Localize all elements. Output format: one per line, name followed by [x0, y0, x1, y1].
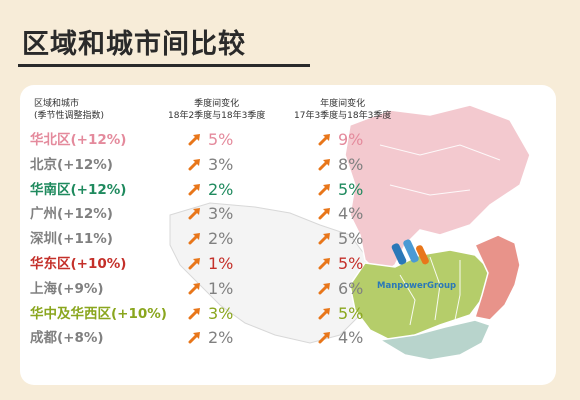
header-annual: 年度间变化 17年3季度与18年3季度	[294, 98, 391, 122]
up-right-arrow-icon	[318, 134, 330, 146]
row-region-name: 华东区(+10%)	[30, 256, 127, 272]
row-quarterly-change: 5%	[188, 131, 233, 149]
row-annual-change: 5%	[318, 303, 364, 323]
up-right-arrow-icon	[188, 208, 200, 220]
quarterly-value: 5%	[208, 130, 234, 149]
annual-value: 5%	[338, 179, 364, 199]
row-annual-change: 4%	[318, 205, 363, 223]
annual-value: 4%	[338, 204, 364, 224]
row-region-name: 华中及华西区(+10%)	[30, 305, 167, 322]
quarterly-value: 2%	[208, 328, 234, 348]
manpower-logo-text: ManpowerGroup	[377, 281, 457, 291]
row-quarterly-change: 2%	[188, 179, 234, 199]
page-title: 区域和城市间比较	[22, 29, 246, 60]
row-annual-change: 9%	[318, 131, 363, 149]
row-region-name: 成都(+8%)	[30, 330, 104, 347]
annual-value: 5%	[338, 303, 364, 323]
up-right-arrow-icon	[188, 332, 200, 344]
up-right-arrow-icon	[318, 183, 330, 196]
map-outline-west	[169, 202, 371, 344]
up-right-arrow-icon	[188, 258, 200, 270]
up-right-arrow-icon	[318, 233, 330, 245]
row-quarterly-change: 1%	[188, 255, 233, 273]
up-right-arrow-icon	[188, 183, 200, 196]
quarterly-value: 2%	[208, 229, 234, 249]
row-annual-change: 5%	[318, 230, 363, 248]
row-quarterly-change: 3%	[188, 303, 234, 323]
quarterly-value: 1%	[208, 278, 234, 298]
china-map	[169, 104, 531, 361]
annual-value: 9%	[338, 130, 364, 149]
row-region-name: 华南区(+12%)	[30, 181, 127, 198]
up-right-arrow-icon	[318, 332, 330, 344]
row-annual-change: 5%	[318, 179, 364, 199]
up-right-arrow-icon	[318, 158, 330, 171]
up-right-arrow-icon	[318, 208, 330, 220]
row-region-name: 华北区(+12%)	[30, 132, 127, 148]
up-right-arrow-icon	[318, 258, 330, 270]
header-region: 区域和城市 (季节性调整指数)	[34, 98, 104, 122]
row-annual-change: 4%	[318, 329, 363, 347]
map-region-south	[377, 319, 492, 361]
row-region-name: 广州(+12%)	[30, 206, 113, 223]
row-region-name: 深圳(+11%)	[30, 231, 113, 248]
header-quarterly-title: 季度间变化	[194, 99, 240, 109]
row-annual-change: 6%	[318, 278, 364, 298]
map-region-east	[473, 234, 521, 321]
header-region-title: 区域和城市	[34, 99, 80, 109]
header-annual-subtitle: 17年3季度与18年3季度	[294, 111, 392, 121]
row-quarterly-change: 2%	[188, 329, 233, 347]
row-quarterly-change: 2%	[188, 230, 233, 248]
up-right-arrow-icon	[318, 307, 330, 320]
row-annual-change: 8%	[318, 154, 364, 174]
row-region-name: 上海(+9%)	[30, 280, 104, 297]
quarterly-value: 1%	[208, 254, 234, 273]
annual-value: 6%	[338, 278, 364, 298]
up-right-arrow-icon	[188, 233, 200, 245]
quarterly-value: 3%	[208, 303, 234, 323]
row-quarterly-change: 3%	[188, 205, 233, 223]
up-right-arrow-icon	[318, 282, 330, 295]
row-quarterly-change: 3%	[188, 154, 234, 174]
comparison-card: 区域和城市 (季节性调整指数) 季度间变化 18年2季度与18年3季度 年度间变…	[20, 85, 556, 385]
title-underline	[18, 64, 310, 67]
annual-value: 4%	[338, 328, 364, 348]
quarterly-value: 3%	[208, 154, 234, 174]
header-quarterly-subtitle: 18年2季度与18年3季度	[168, 111, 266, 121]
quarterly-value: 3%	[208, 204, 234, 224]
row-region-name: 北京(+12%)	[30, 156, 113, 173]
annual-value: 8%	[338, 154, 364, 174]
up-right-arrow-icon	[188, 134, 200, 146]
header-annual-title: 年度间变化	[320, 99, 366, 109]
row-quarterly-change: 1%	[188, 278, 234, 298]
header-quarterly: 季度间变化 18年2季度与18年3季度	[168, 98, 265, 122]
row-annual-change: 5%	[318, 255, 363, 273]
quarterly-value: 2%	[208, 179, 234, 199]
up-right-arrow-icon	[188, 158, 200, 171]
up-right-arrow-icon	[188, 307, 200, 320]
annual-value: 5%	[338, 254, 364, 273]
header-region-subtitle: (季节性调整指数)	[34, 111, 105, 121]
manpower-logo-icon	[387, 233, 437, 278]
annual-value: 5%	[338, 229, 364, 249]
up-right-arrow-icon	[188, 282, 200, 295]
